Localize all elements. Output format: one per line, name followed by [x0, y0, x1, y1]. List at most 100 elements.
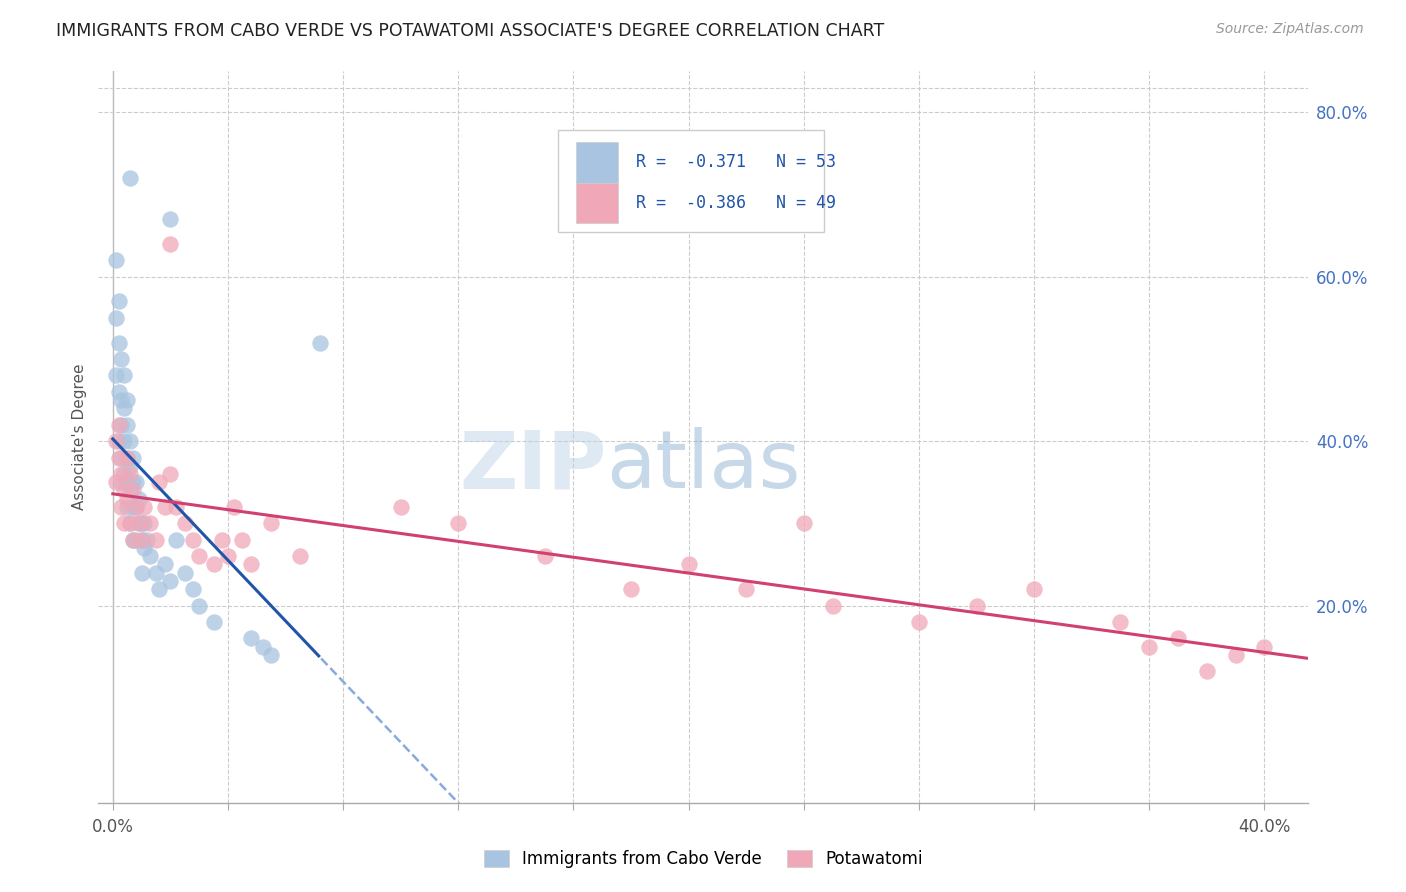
- Point: [159, 236, 181, 251]
- Legend: Immigrants from Cabo Verde, Potawatomi: Immigrants from Cabo Verde, Potawatomi: [477, 844, 929, 875]
- Point: [678, 558, 700, 572]
- Point: [107, 294, 129, 309]
- Point: [165, 500, 187, 514]
- Point: [120, 516, 142, 531]
- Point: [110, 475, 132, 490]
- Point: [131, 533, 153, 547]
- Point: [104, 368, 127, 383]
- Point: [104, 434, 127, 449]
- Point: [240, 632, 263, 646]
- Point: [620, 582, 643, 596]
- Y-axis label: Associate's Degree: Associate's Degree: [72, 364, 87, 510]
- Point: [222, 500, 245, 514]
- Point: [136, 533, 159, 547]
- Point: [115, 475, 138, 490]
- Point: [183, 533, 205, 547]
- Point: [389, 500, 412, 514]
- Point: [145, 533, 167, 547]
- Point: [125, 475, 148, 490]
- Text: R =  -0.386   N = 49: R = -0.386 N = 49: [637, 194, 837, 212]
- Point: [120, 467, 142, 481]
- Point: [110, 467, 132, 481]
- Point: [145, 566, 167, 580]
- Point: [183, 582, 205, 596]
- Point: [125, 500, 148, 514]
- Point: [112, 483, 135, 498]
- Point: [120, 516, 142, 531]
- Point: [110, 393, 132, 408]
- Point: [120, 483, 142, 498]
- Point: [1225, 648, 1247, 662]
- Point: [793, 516, 815, 531]
- Point: [110, 351, 132, 366]
- Point: [122, 533, 145, 547]
- Bar: [576, 183, 619, 224]
- Point: [260, 516, 283, 531]
- Point: [188, 549, 211, 564]
- Text: atlas: atlas: [606, 427, 800, 506]
- Point: [165, 533, 187, 547]
- Text: ZIP: ZIP: [458, 427, 606, 506]
- Point: [159, 467, 181, 481]
- Point: [125, 533, 148, 547]
- Point: [153, 500, 176, 514]
- Point: [1167, 632, 1189, 646]
- Point: [104, 253, 127, 268]
- Point: [112, 401, 135, 416]
- Point: [110, 450, 132, 465]
- Point: [115, 417, 138, 432]
- Point: [107, 335, 129, 350]
- Point: [231, 533, 253, 547]
- Point: [260, 648, 283, 662]
- Point: [966, 599, 988, 613]
- Point: [1022, 582, 1045, 596]
- Point: [120, 458, 142, 473]
- Point: [202, 615, 225, 629]
- Point: [112, 434, 135, 449]
- Point: [211, 533, 233, 547]
- Point: [131, 533, 153, 547]
- Point: [131, 566, 153, 580]
- Point: [148, 582, 170, 596]
- Point: [240, 558, 263, 572]
- Point: [112, 368, 135, 383]
- Point: [159, 574, 181, 588]
- Point: [188, 599, 211, 613]
- Point: [122, 500, 145, 514]
- Point: [122, 483, 145, 498]
- Point: [131, 516, 153, 531]
- Point: [115, 450, 138, 465]
- Point: [128, 491, 150, 506]
- Point: [821, 599, 844, 613]
- Point: [128, 516, 150, 531]
- Point: [217, 549, 239, 564]
- Point: [115, 450, 138, 465]
- Point: [533, 549, 555, 564]
- Point: [1137, 640, 1160, 654]
- Bar: [576, 143, 619, 183]
- Point: [202, 558, 225, 572]
- Point: [122, 475, 145, 490]
- Point: [107, 384, 129, 399]
- Point: [309, 335, 332, 350]
- Point: [122, 533, 145, 547]
- Point: [173, 516, 195, 531]
- Text: IMMIGRANTS FROM CABO VERDE VS POTAWATOMI ASSOCIATE'S DEGREE CORRELATION CHART: IMMIGRANTS FROM CABO VERDE VS POTAWATOMI…: [56, 22, 884, 40]
- Text: R =  -0.371   N = 53: R = -0.371 N = 53: [637, 153, 837, 171]
- Point: [107, 417, 129, 432]
- Point: [134, 516, 156, 531]
- Point: [120, 434, 142, 449]
- Point: [120, 171, 142, 186]
- Point: [128, 516, 150, 531]
- Point: [148, 475, 170, 490]
- Point: [1195, 665, 1218, 679]
- Point: [173, 566, 195, 580]
- Point: [104, 310, 127, 325]
- Point: [107, 434, 129, 449]
- Point: [908, 615, 931, 629]
- Point: [139, 549, 162, 564]
- Point: [1109, 615, 1132, 629]
- Point: [115, 491, 138, 506]
- Point: [107, 450, 129, 465]
- Point: [139, 516, 162, 531]
